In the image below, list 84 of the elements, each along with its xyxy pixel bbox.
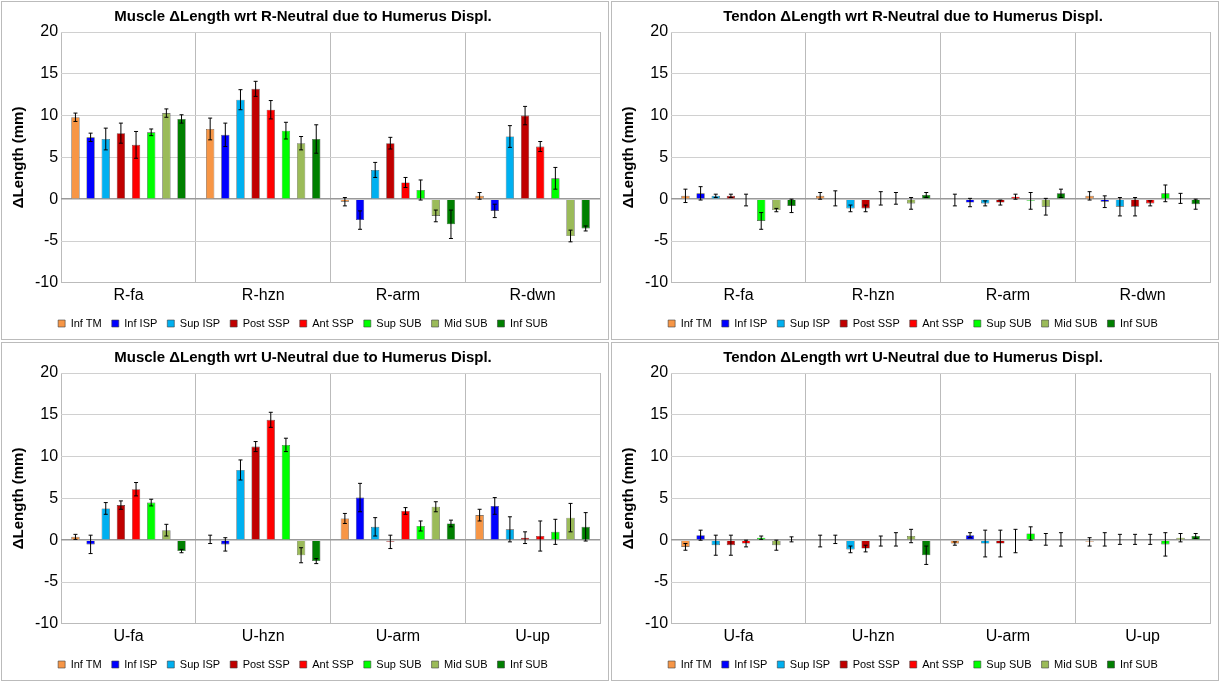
y-tick-label: 10 (40, 447, 59, 465)
y-tick-label: -5 (653, 572, 669, 590)
legend-label: Inf SUB (1119, 657, 1158, 670)
legend-label: Mid SUB (1054, 316, 1098, 329)
legend-label: Sup SUB (376, 657, 422, 670)
x-tick-label: U-up (1125, 626, 1161, 644)
y-tick-label: 20 (650, 22, 669, 40)
y-tick-label: 0 (49, 530, 59, 548)
legend-label: Ant SSP (312, 657, 354, 670)
legend-label: Ant SSP (922, 657, 964, 670)
y-tick-label: 15 (40, 64, 59, 82)
y-axis-title: ΔLength (mm) (619, 447, 637, 550)
legend-label: Post SSP (852, 316, 900, 329)
legend-label: Inf TM (680, 657, 712, 670)
legend-label: Ant SSP (922, 316, 964, 329)
chart-title: Tendon ΔLength wrt U-Neutral due to Humerus Displ. (723, 348, 1103, 366)
x-tick-label: U-up (515, 626, 551, 644)
legend-label: Post SSP (852, 657, 900, 670)
legend-label: Mid SUB (444, 316, 488, 329)
legend-label: Inf ISP (124, 316, 158, 329)
legend-label: Inf SUB (1119, 316, 1158, 329)
y-tick-label: -10 (645, 614, 669, 632)
x-tick-label: U-arm (375, 626, 421, 644)
y-tick-label: 0 (659, 189, 669, 207)
x-tick-label: R-dwn (1119, 285, 1166, 303)
legend-label: Mid SUB (1054, 657, 1098, 670)
y-tick-label: 15 (40, 405, 59, 423)
legend-label: Sup ISP (179, 316, 221, 329)
legend-label: Post SSP (242, 657, 290, 670)
y-tick-label: 20 (40, 363, 59, 381)
x-tick-label: U-fa (113, 626, 144, 644)
y-tick-label: -10 (35, 614, 59, 632)
y-tick-label: 15 (650, 64, 669, 82)
y-tick-label: -5 (43, 231, 59, 249)
y-tick-label: -10 (645, 273, 669, 291)
y-tick-label: 5 (659, 488, 669, 506)
y-tick-label: -5 (43, 572, 59, 590)
legend-label: Ant SSP (312, 316, 354, 329)
y-axis-title: ΔLength (mm) (9, 106, 27, 209)
y-axis-title: ΔLength (mm) (9, 447, 27, 550)
chart-title: Tendon ΔLength wrt R-Neutral due to Humerus Displ. (723, 7, 1103, 25)
x-tick-label: R-hzn (851, 285, 895, 303)
y-tick-label: 20 (40, 22, 59, 40)
legend-label: Inf ISP (734, 657, 768, 670)
legend-label: Post SSP (242, 316, 290, 329)
x-tick-label: R-arm (375, 285, 421, 303)
y-tick-label: 0 (49, 189, 59, 207)
y-tick-label: 5 (659, 147, 669, 165)
x-tick-label: U-hzn (851, 626, 895, 644)
legend-label: Mid SUB (444, 657, 488, 670)
legend-label: Sup ISP (789, 657, 831, 670)
x-tick-label: R-dwn (509, 285, 556, 303)
legend-label: Sup SUB (986, 316, 1032, 329)
x-tick-label: R-arm (985, 285, 1031, 303)
legend-label: Inf SUB (509, 657, 548, 670)
x-tick-label: R-fa (723, 285, 754, 303)
y-tick-label: -5 (653, 231, 669, 249)
y-tick-label: 15 (650, 405, 669, 423)
legend-label: Sup SUB (986, 657, 1032, 670)
legend-label: Inf ISP (124, 657, 158, 670)
legend-label: Inf TM (680, 316, 712, 329)
legend-label: Sup ISP (789, 316, 831, 329)
y-tick-label: 10 (650, 447, 669, 465)
x-tick-label: U-hzn (241, 626, 285, 644)
y-tick-label: 10 (650, 106, 669, 124)
y-tick-label: -10 (35, 273, 59, 291)
chart-title: Muscle ΔLength wrt R-Neutral due to Humerus Displ. (114, 7, 492, 25)
legend-label: Inf ISP (734, 316, 768, 329)
legend-label: Inf TM (70, 657, 102, 670)
y-tick-label: 5 (49, 488, 59, 506)
x-tick-label: R-fa (113, 285, 144, 303)
x-tick-label: U-arm (985, 626, 1031, 644)
legend-label: Sup SUB (376, 316, 422, 329)
chart-title: Muscle ΔLength wrt U-Neutral due to Humerus Displ. (114, 348, 492, 366)
y-tick-label: 5 (49, 147, 59, 165)
x-tick-label: U-fa (723, 626, 754, 644)
y-tick-label: 20 (650, 363, 669, 381)
y-tick-label: 0 (659, 530, 669, 548)
x-tick-label: R-hzn (241, 285, 285, 303)
legend-label: Sup ISP (179, 657, 221, 670)
legend-label: Inf SUB (509, 316, 548, 329)
y-tick-label: 10 (40, 106, 59, 124)
legend-label: Inf TM (70, 316, 102, 329)
y-axis-title: ΔLength (mm) (619, 106, 637, 209)
